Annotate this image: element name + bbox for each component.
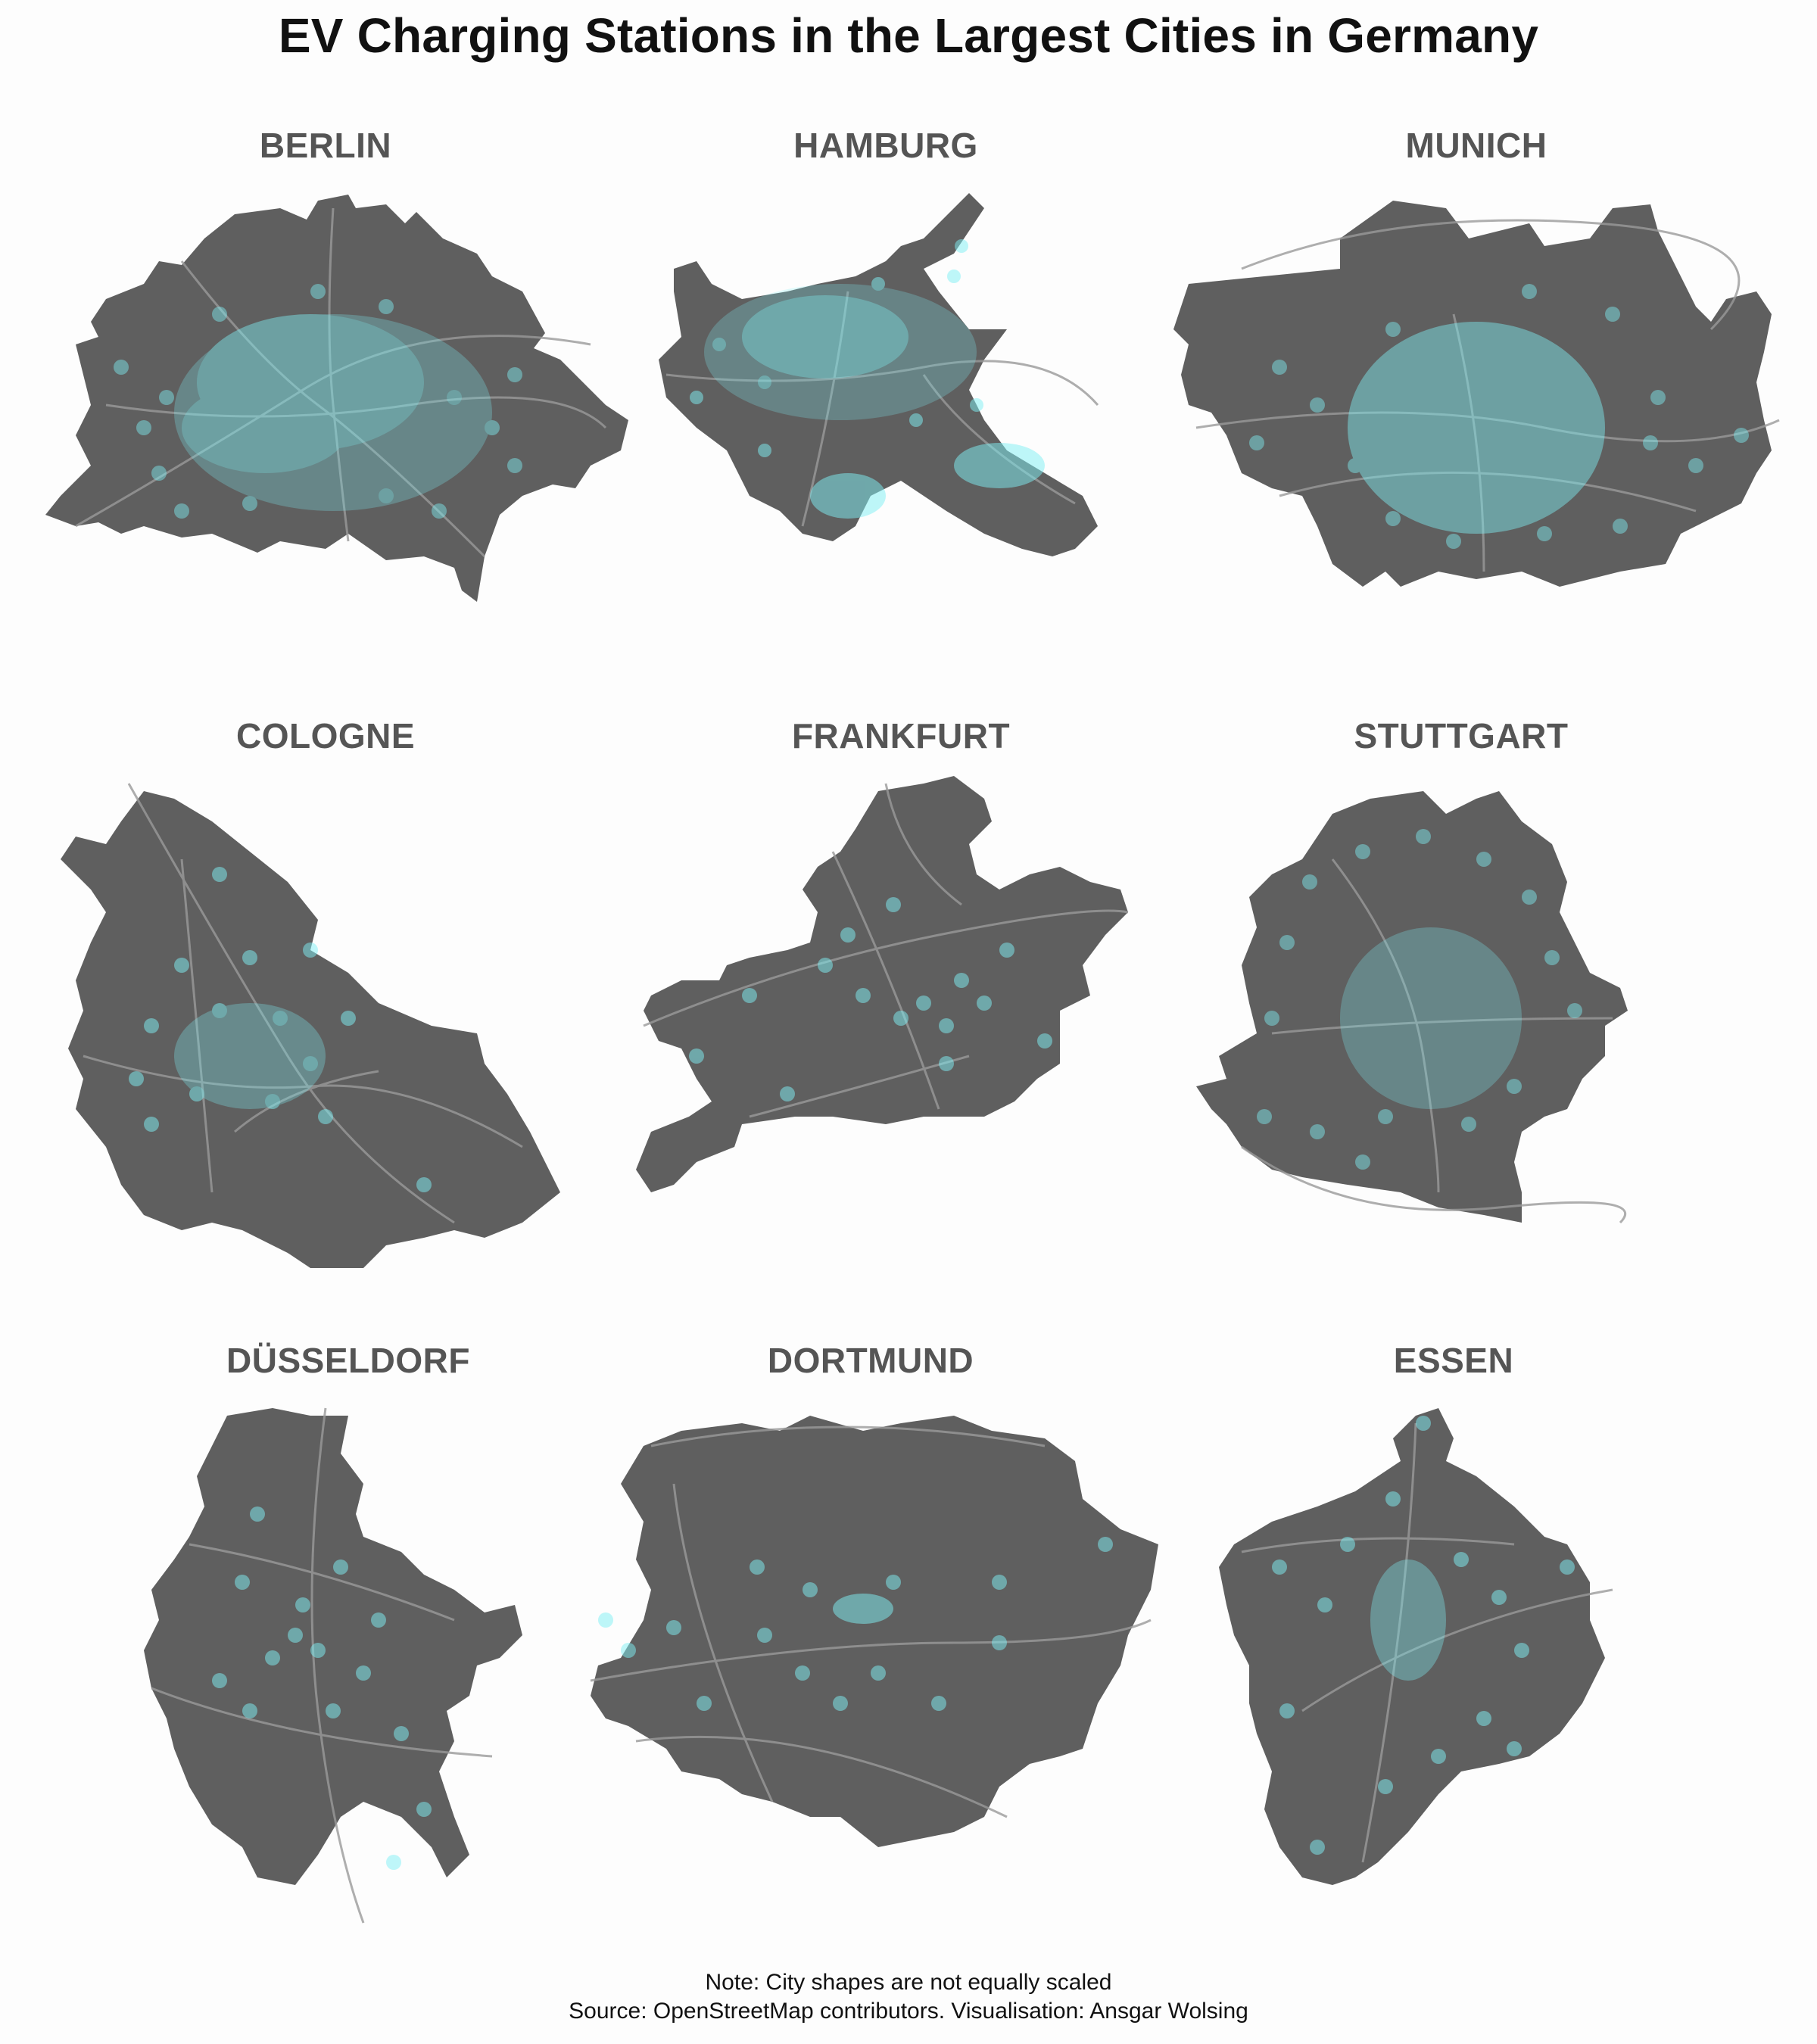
- road-network-essen: [1241, 1422, 1613, 1863]
- city-shape-munich: [1173, 201, 1772, 587]
- charging-stations-hamburg: [690, 239, 1045, 519]
- scale-note: Note: City shapes are not equally scaled: [705, 1970, 1112, 1995]
- city-map-essen: [1219, 1408, 1613, 1885]
- city-map-stuttgart: [1196, 791, 1628, 1224]
- road-network-frankfurt: [643, 783, 1129, 1118]
- city-shape-frankfurt: [636, 776, 1128, 1192]
- city-label-berlin: BERLIN: [259, 126, 392, 165]
- source-credit: Source: OpenStreetMap contributors. Visu…: [569, 1999, 1248, 2024]
- city-label-duesseldorf: DÜSSELDORF: [226, 1341, 470, 1380]
- city-map-cologne: [61, 783, 560, 1268]
- road-network-duesseldorf: [151, 1407, 493, 1924]
- charging-stations-dortmund: [598, 1537, 1113, 1711]
- city-panel-stuttgart: STUTTGART: [1196, 715, 1726, 1313]
- city-label-stuttgart: STUTTGART: [1354, 716, 1569, 756]
- city-panel-hamburg: HAMBURG: [651, 125, 1120, 670]
- city-panel-cologne: COLOGNE: [61, 715, 591, 1313]
- road-network-dortmund: [590, 1426, 1152, 1818]
- charging-stations-stuttgart: [1257, 829, 1582, 1170]
- city-label-frankfurt: FRANKFURT: [791, 716, 1011, 756]
- charging-stations-berlin: [114, 284, 522, 519]
- city-shape-dortmund: [591, 1416, 1158, 1847]
- city-map-berlin: [45, 195, 628, 602]
- city-panel-essen: ESSEN: [1211, 1340, 1696, 1961]
- charging-stations-cologne: [129, 867, 432, 1192]
- road-network-munich: [1195, 219, 1780, 572]
- road-network-stuttgart: [1241, 858, 1627, 1224]
- city-label-hamburg: HAMBURG: [793, 126, 978, 165]
- city-panel-duesseldorf: DÜSSELDORF: [136, 1340, 560, 1961]
- city-panel-frankfurt: FRANKFURT: [636, 715, 1166, 1313]
- city-shape-essen: [1219, 1408, 1605, 1885]
- city-label-munich: MUNICH: [1405, 126, 1547, 165]
- road-network-berlin: [75, 207, 607, 558]
- city-map-munich: [1173, 201, 1780, 587]
- charging-stations-essen: [1272, 1416, 1575, 1855]
- city-panel-berlin: BERLIN: [30, 125, 628, 670]
- city-label-dortmund: DORTMUND: [767, 1341, 974, 1380]
- city-panel-dortmund: DORTMUND: [575, 1340, 1166, 1961]
- city-label-cologne: COLOGNE: [235, 716, 416, 756]
- city-label-essen: ESSEN: [1393, 1341, 1514, 1380]
- road-network-cologne: [83, 783, 523, 1224]
- city-shape-berlin: [45, 195, 628, 602]
- city-map-duesseldorf: [144, 1407, 522, 1924]
- city-map-dortmund: [590, 1416, 1158, 1847]
- charging-stations-munich: [1249, 284, 1749, 549]
- city-panel-munich: MUNICH: [1166, 125, 1787, 670]
- charging-stations-frankfurt: [689, 897, 1052, 1101]
- city-shape-duesseldorf: [144, 1408, 522, 1885]
- charging-stations-duesseldorf: [212, 1507, 432, 1870]
- city-map-hamburg: [659, 193, 1099, 556]
- city-map-frankfurt: [636, 776, 1129, 1192]
- chart-title: EV Charging Stations in the Largest Citi…: [278, 8, 1539, 63]
